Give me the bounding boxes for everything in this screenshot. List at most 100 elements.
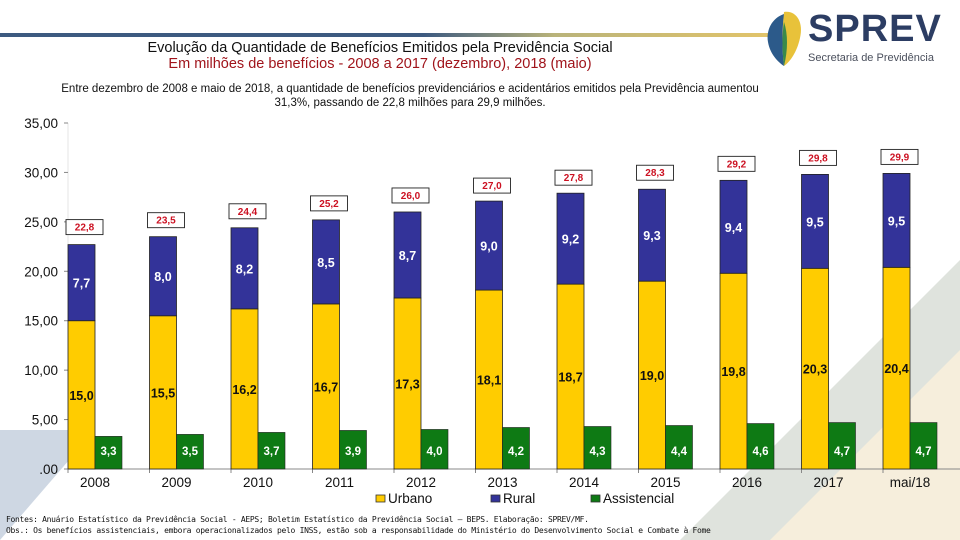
data-label-rural: 9,2 [562,233,579,247]
footer-observation: Obs.: Os benefícios assistenciais, embor… [6,526,711,535]
bar-urbano [67,320,96,470]
total-label-box [717,155,756,172]
legend-swatch-assistencial [590,494,601,503]
data-label-assistencial: 4,7 [916,446,932,458]
data-label-assistencial: 4,4 [671,446,688,458]
total-label: 24,4 [238,207,258,218]
data-label-rural: 9,4 [725,221,742,235]
data-label-rural: 7,7 [73,277,90,291]
chart-description: Entre dezembro de 2008 e maio de 2018, a… [30,82,790,110]
bar-urbano [719,272,748,470]
data-label-rural: 9,5 [888,214,905,228]
bar-rural [475,200,503,291]
data-label-urbano: 18,7 [558,371,582,385]
bar-assistencial [746,423,775,470]
description-line-1: Entre dezembro de 2008 e maio de 2018, a… [61,83,759,95]
bar-assistencial [502,427,530,470]
data-label-urbano: 15,0 [69,389,93,403]
x-tick-label: 2012 [406,475,436,490]
legend-label-rural: Rural [503,491,535,506]
bar-urbano [801,267,829,470]
logo-tagline: Secretaria de Previdência [808,52,934,64]
logo-wordmark: SPREV [808,8,942,50]
bar-rural [882,173,911,268]
total-label: 27,0 [482,181,502,192]
data-label-assistencial: 3,5 [182,446,199,458]
data-label-rural: 8,2 [236,262,253,276]
data-label-urbano: 16,2 [232,383,256,397]
data-label-assistencial: 4,6 [753,446,769,458]
bar-assistencial [420,429,449,470]
data-label-assistencial: 3,3 [101,446,117,458]
bar-assistencial [339,430,367,470]
total-label: 28,3 [645,168,665,179]
bar-rural [556,192,585,285]
bar-rural [67,244,96,322]
total-label: 29,8 [808,153,828,164]
bar-urbano [475,289,503,470]
data-label-urbano: 20,3 [803,363,827,377]
data-label-rural: 8,7 [399,249,416,263]
footer-sources: Fontes: Anuário Estatístico da Previdênc… [6,515,589,524]
bar-assistencial [257,432,286,470]
bar-rural [638,188,666,282]
total-label-box [228,203,267,220]
footer-notes: Fontes: Anuário Estatístico da Previdênc… [6,514,711,536]
data-label-assistencial: 4,0 [427,446,443,458]
data-label-urbano: 20,4 [884,362,908,376]
bar-urbano [393,297,422,470]
header-rule [0,33,770,37]
x-tick-label: 2016 [732,475,762,490]
x-tick-label: 2013 [487,475,517,490]
total-label-box [636,164,674,181]
bar-urbano [312,303,340,470]
total-label-box [799,149,837,166]
y-tick-label: 35,00 [24,116,58,131]
bar-assistencial [909,422,938,470]
data-label-rural: 9,0 [480,240,497,254]
total-label-box [147,212,185,229]
bar-urbano [882,266,911,470]
legend-label-assistencial: Assistencial [603,491,674,506]
total-label: 22,8 [75,223,95,234]
x-tick-label: 2015 [650,475,680,490]
bar-rural [393,211,422,299]
bar-assistencial [583,426,612,470]
data-label-rural: 9,3 [643,229,660,243]
bar-rural [719,179,748,274]
data-label-urbano: 15,5 [151,386,175,400]
y-tick-label: 30,00 [24,165,58,180]
total-label: 23,5 [156,216,176,227]
benefits-bar-chart: .00 5,00 10,00 15,00 20,00 25,00 30,00 35,00 15,… [24,116,960,506]
y-tick-label: 15,00 [24,314,58,329]
bar-assistencial [665,425,693,470]
description-line-2: 31,3%, passando de 22,8 milhões para 29,… [274,97,546,109]
bar-assistencial [828,422,856,470]
x-tick-label: 2008 [80,475,110,490]
total-label-box [880,148,919,165]
data-label-urbano: 18,1 [477,374,501,388]
bar-assistencial [176,434,204,470]
y-tick-label: 25,00 [24,215,58,230]
data-label-assistencial: 4,3 [590,446,606,458]
x-tick-label: 2010 [243,475,273,490]
total-label: 29,9 [890,152,910,163]
bar-rural [149,236,177,317]
legend-swatch-urbano [375,494,386,503]
total-label: 26,0 [401,191,421,202]
total-label: 25,2 [319,199,339,210]
total-label: 29,2 [727,159,747,170]
y-tick-label: .00 [39,462,58,477]
data-label-urbano: 19,8 [721,365,745,379]
data-label-rural: 8,0 [154,270,171,284]
y-tick-label: 5,00 [32,413,58,428]
chart-subtitle: Em milhões de benefícios - 2008 a 2017 (… [168,56,592,72]
data-label-rural: 9,5 [806,215,823,229]
total-label-box [391,187,430,204]
x-tick-label: 2009 [161,475,191,490]
data-label-assistencial: 4,2 [508,446,524,458]
data-label-urbano: 17,3 [395,377,419,391]
data-label-assistencial: 4,7 [834,446,850,458]
x-tick-label: 2017 [813,475,843,490]
total-label-box [473,177,511,194]
